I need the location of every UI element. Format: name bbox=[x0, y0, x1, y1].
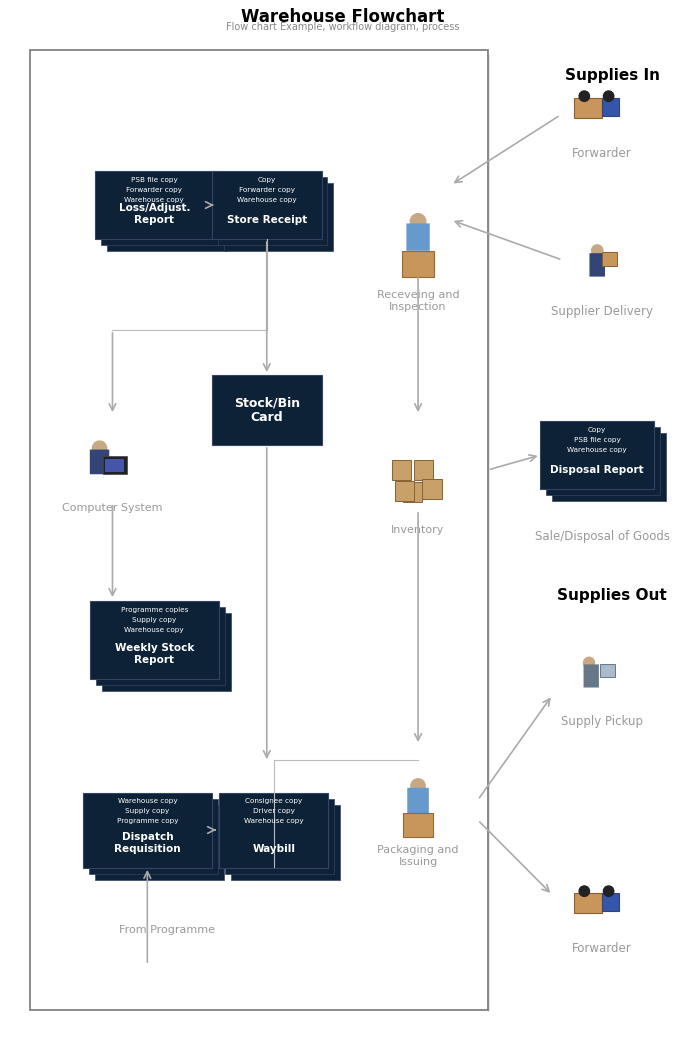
Circle shape bbox=[592, 245, 603, 257]
Circle shape bbox=[410, 214, 426, 230]
Text: Supply Pickup: Supply Pickup bbox=[561, 715, 643, 728]
Text: Copy: Copy bbox=[588, 427, 606, 433]
Circle shape bbox=[579, 886, 590, 896]
Text: Supplies Out: Supplies Out bbox=[557, 588, 667, 603]
FancyBboxPatch shape bbox=[224, 183, 334, 252]
FancyBboxPatch shape bbox=[603, 252, 617, 266]
Text: Warehouse copy: Warehouse copy bbox=[125, 197, 184, 203]
Text: Supplier Delivery: Supplier Delivery bbox=[551, 305, 653, 318]
FancyBboxPatch shape bbox=[100, 177, 220, 245]
Text: Supply copy: Supply copy bbox=[125, 808, 169, 814]
Text: Warehouse Flowchart: Warehouse Flowchart bbox=[241, 8, 444, 26]
FancyBboxPatch shape bbox=[90, 450, 109, 475]
Text: Sale/Disposal of Goods: Sale/Disposal of Goods bbox=[535, 530, 669, 543]
Text: Stock/Bin
Card: Stock/Bin Card bbox=[234, 396, 300, 424]
FancyBboxPatch shape bbox=[225, 799, 334, 873]
Text: Forwarder: Forwarder bbox=[572, 942, 632, 955]
FancyBboxPatch shape bbox=[402, 250, 434, 277]
Text: Loss/Adjust.
Report: Loss/Adjust. Report bbox=[118, 203, 190, 225]
FancyBboxPatch shape bbox=[403, 813, 433, 837]
FancyBboxPatch shape bbox=[540, 421, 654, 489]
FancyBboxPatch shape bbox=[89, 799, 218, 873]
Circle shape bbox=[579, 91, 590, 102]
FancyBboxPatch shape bbox=[600, 664, 615, 677]
FancyBboxPatch shape bbox=[89, 601, 219, 679]
Text: Weekly Stock
Report: Weekly Stock Report bbox=[115, 643, 194, 665]
Text: PSB file copy: PSB file copy bbox=[131, 177, 178, 183]
FancyBboxPatch shape bbox=[212, 375, 321, 445]
FancyBboxPatch shape bbox=[546, 427, 660, 495]
FancyBboxPatch shape bbox=[94, 805, 224, 879]
FancyBboxPatch shape bbox=[219, 792, 328, 868]
Text: Supplies In: Supplies In bbox=[565, 68, 660, 83]
Text: Computer System: Computer System bbox=[62, 503, 163, 514]
FancyBboxPatch shape bbox=[102, 613, 231, 691]
FancyBboxPatch shape bbox=[212, 171, 321, 239]
FancyBboxPatch shape bbox=[218, 177, 327, 245]
Text: Forwarder copy: Forwarder copy bbox=[127, 187, 182, 193]
Text: From Programme: From Programme bbox=[120, 925, 215, 935]
Text: Flow chart Example, workflow diagram, process: Flow chart Example, workflow diagram, pr… bbox=[226, 22, 459, 32]
Circle shape bbox=[603, 91, 614, 102]
FancyBboxPatch shape bbox=[391, 460, 411, 480]
FancyBboxPatch shape bbox=[407, 223, 430, 250]
FancyBboxPatch shape bbox=[574, 99, 603, 118]
Text: PSB file copy: PSB file copy bbox=[574, 437, 621, 443]
Text: Warehouse copy: Warehouse copy bbox=[568, 447, 627, 453]
Text: Copy: Copy bbox=[257, 177, 276, 183]
Text: Dispatch
Requisition: Dispatch Requisition bbox=[114, 832, 181, 853]
FancyBboxPatch shape bbox=[394, 481, 414, 501]
FancyBboxPatch shape bbox=[552, 433, 667, 501]
Text: Consignee copy: Consignee copy bbox=[245, 799, 302, 805]
FancyBboxPatch shape bbox=[413, 460, 433, 480]
Text: Programme copy: Programme copy bbox=[116, 818, 178, 825]
Text: Programme copies: Programme copies bbox=[120, 607, 188, 613]
Circle shape bbox=[411, 779, 425, 793]
Text: Warehouse copy: Warehouse copy bbox=[244, 818, 303, 825]
FancyBboxPatch shape bbox=[603, 893, 619, 912]
FancyBboxPatch shape bbox=[107, 183, 226, 252]
FancyBboxPatch shape bbox=[583, 664, 599, 687]
Text: Supply copy: Supply copy bbox=[132, 617, 176, 623]
FancyBboxPatch shape bbox=[603, 99, 619, 116]
Text: Driver copy: Driver copy bbox=[252, 808, 294, 814]
Circle shape bbox=[603, 886, 614, 896]
Text: Warehouse copy: Warehouse copy bbox=[125, 627, 184, 633]
FancyBboxPatch shape bbox=[83, 792, 212, 868]
Text: Waybill: Waybill bbox=[252, 844, 295, 853]
FancyBboxPatch shape bbox=[402, 482, 422, 502]
Text: Disposal Report: Disposal Report bbox=[550, 465, 644, 475]
FancyBboxPatch shape bbox=[407, 788, 429, 813]
Circle shape bbox=[583, 657, 594, 669]
Text: Inventory: Inventory bbox=[391, 525, 444, 534]
FancyBboxPatch shape bbox=[94, 171, 214, 239]
FancyBboxPatch shape bbox=[103, 456, 127, 475]
FancyBboxPatch shape bbox=[590, 254, 605, 277]
FancyBboxPatch shape bbox=[105, 459, 124, 473]
FancyBboxPatch shape bbox=[96, 607, 225, 685]
Text: Packaging and
Issuing: Packaging and Issuing bbox=[377, 845, 459, 867]
Text: Receveing and
Inspection: Receveing and Inspection bbox=[377, 290, 460, 311]
FancyBboxPatch shape bbox=[231, 805, 341, 879]
Circle shape bbox=[92, 441, 107, 456]
Text: Store Receipt: Store Receipt bbox=[226, 215, 307, 225]
Text: Warehouse copy: Warehouse copy bbox=[237, 197, 297, 203]
Text: Warehouse copy: Warehouse copy bbox=[118, 799, 177, 805]
FancyBboxPatch shape bbox=[574, 893, 603, 913]
Text: Forwarder copy: Forwarder copy bbox=[239, 187, 294, 193]
FancyBboxPatch shape bbox=[422, 479, 442, 499]
Text: Forwarder: Forwarder bbox=[572, 147, 632, 160]
